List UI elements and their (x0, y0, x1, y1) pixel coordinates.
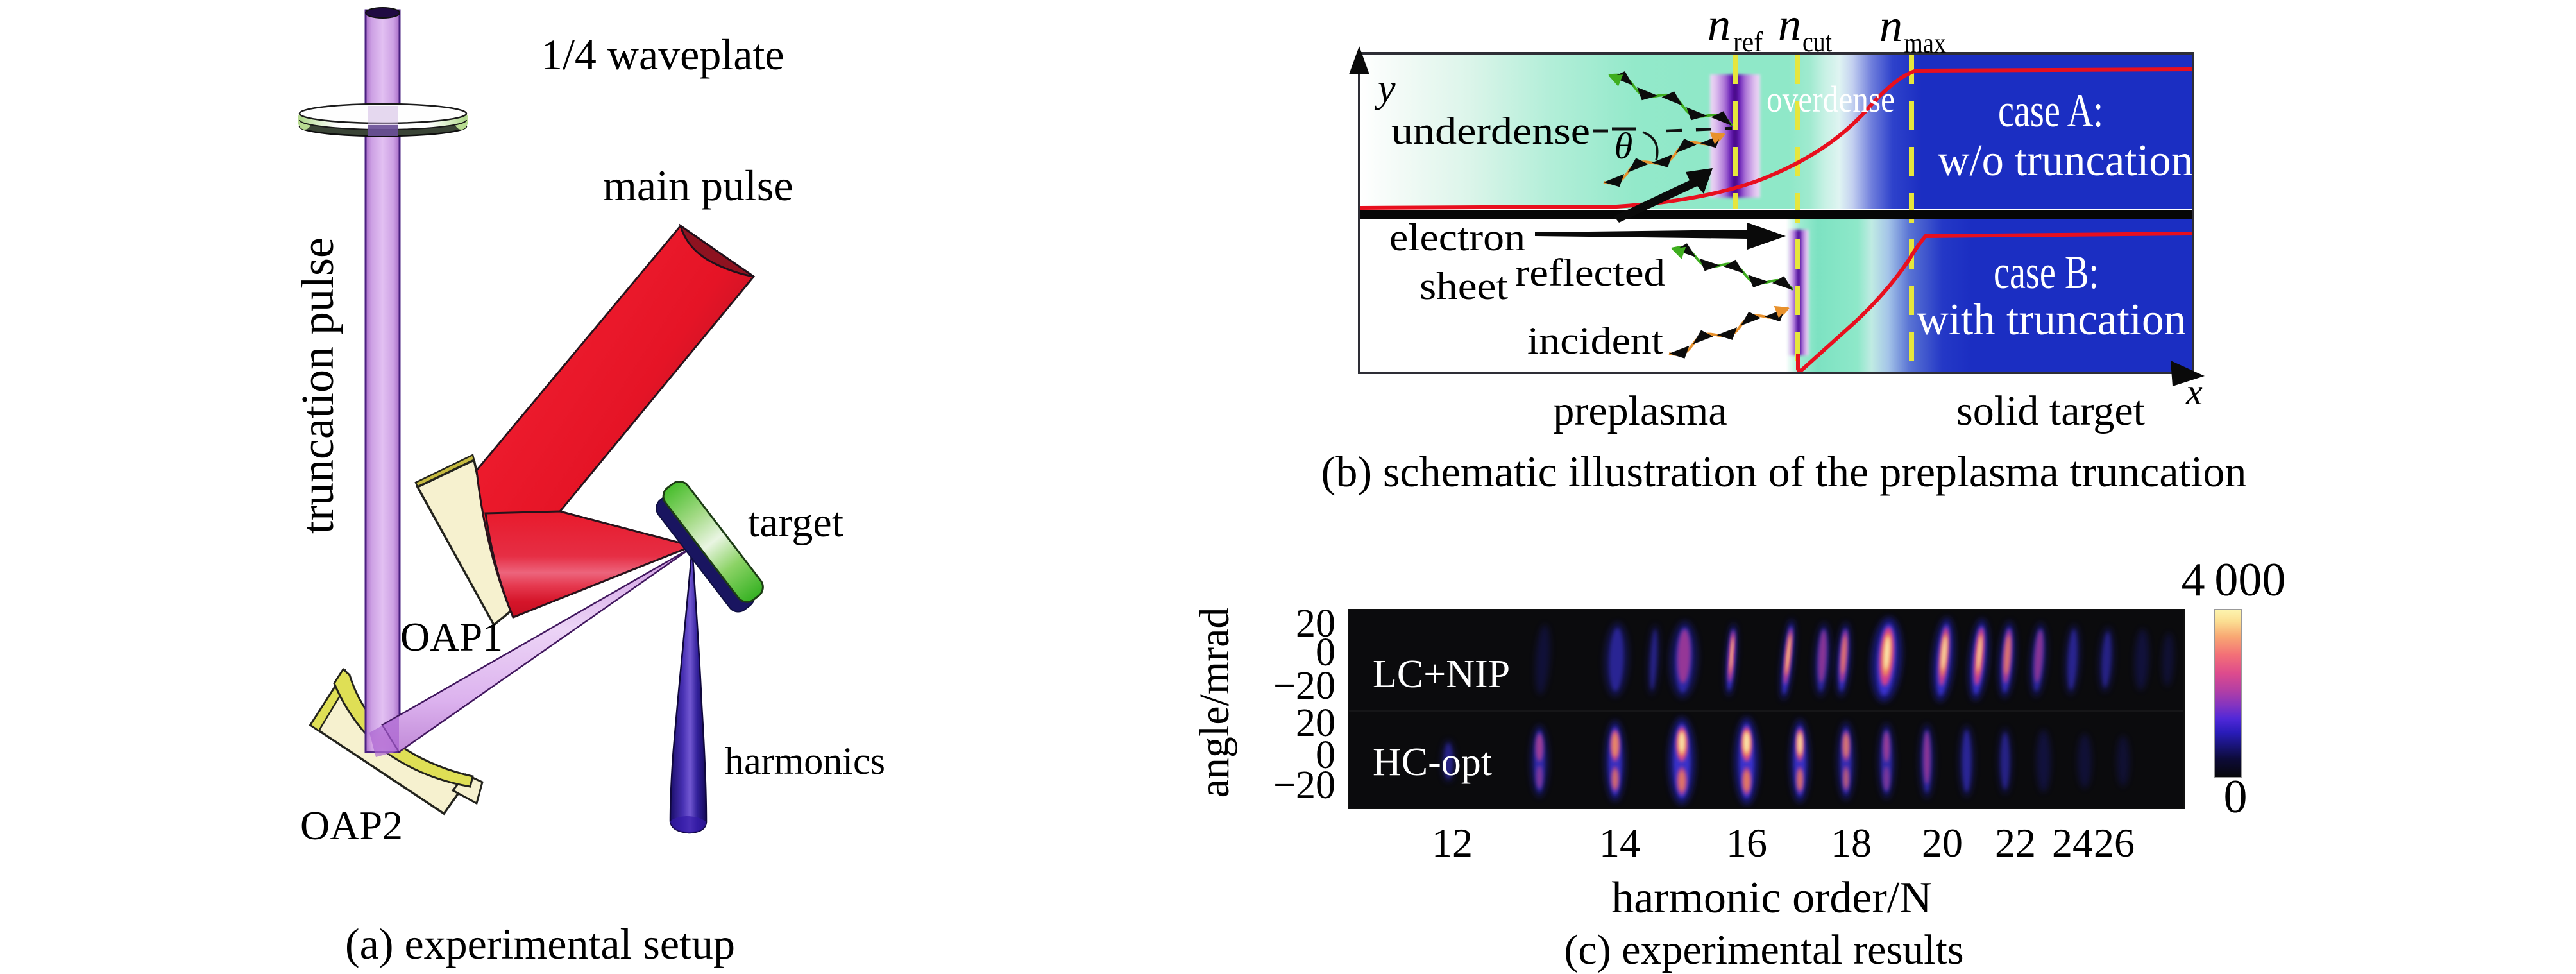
svg-text:main pulse: main pulse (603, 161, 793, 210)
svg-text:22: 22 (1995, 820, 2036, 866)
svg-text:electron: electron (1389, 216, 1525, 259)
svg-text:16: 16 (1726, 820, 1767, 866)
svg-text:20: 20 (1296, 602, 1335, 645)
svg-text:−20: −20 (1273, 664, 1335, 708)
svg-text:0: 0 (1316, 733, 1335, 777)
svg-text:26: 26 (2094, 820, 2135, 866)
svg-text:18: 18 (1831, 820, 1872, 866)
svg-text:harmonic order/N: harmonic order/N (1611, 873, 1932, 923)
svg-text:20: 20 (1296, 701, 1335, 745)
svg-text:angle/mrad: angle/mrad (1191, 608, 1238, 798)
svg-text:24: 24 (2052, 820, 2093, 866)
svg-text:x: x (2185, 371, 2203, 413)
svg-text:OAP1: OAP1 (400, 614, 503, 660)
svg-text:incident: incident (1527, 320, 1663, 362)
svg-text:truncation pulse: truncation pulse (292, 237, 343, 534)
svg-text:y: y (1374, 67, 1396, 110)
svg-text:overdense: overdense (1767, 78, 1895, 120)
svg-text:target: target (748, 499, 843, 546)
svg-text:0: 0 (2224, 771, 2248, 823)
svg-text:with truncation: with truncation (1917, 295, 2186, 345)
svg-text:n: n (1707, 0, 1731, 50)
svg-text:underdense: underdense (1391, 110, 1590, 152)
svg-text:max: max (1904, 28, 1946, 59)
svg-text:preplasma: preplasma (1553, 388, 1727, 434)
svg-text:harmonics: harmonics (725, 740, 885, 782)
svg-text:20: 20 (1922, 820, 1963, 866)
svg-text:ref: ref (1733, 26, 1763, 58)
svg-text:n: n (1778, 0, 1801, 50)
svg-text:sheet: sheet (1419, 265, 1508, 307)
svg-text:reflected: reflected (1515, 252, 1665, 294)
svg-text:LC+NIP: LC+NIP (1373, 653, 1510, 696)
svg-text:OAP2: OAP2 (300, 803, 403, 848)
svg-text:θ: θ (1614, 125, 1633, 167)
svg-text:cut: cut (1802, 26, 1832, 58)
svg-text:case A:: case A: (1998, 85, 2103, 137)
svg-text:HC-opt: HC-opt (1373, 740, 1492, 784)
svg-text:−20: −20 (1273, 764, 1335, 807)
svg-text:n: n (1879, 0, 1902, 51)
svg-text:14: 14 (1599, 820, 1640, 866)
svg-text:1/4 waveplate: 1/4 waveplate (541, 30, 784, 79)
svg-text:solid target: solid target (1956, 388, 2145, 434)
svg-text:(a) experimental setup: (a) experimental setup (345, 919, 735, 968)
svg-text:w/o truncation: w/o truncation (1938, 136, 2193, 185)
svg-text:(b) schematic illustration of: (b) schematic illustration of the prepla… (1321, 447, 2247, 496)
svg-text:(c) experimental results: (c) experimental results (1564, 927, 1963, 973)
svg-text:12: 12 (1432, 820, 1473, 866)
svg-text:case B:: case B: (1994, 246, 2099, 299)
svg-text:0: 0 (1316, 631, 1335, 674)
svg-text:4 000: 4 000 (2182, 554, 2286, 606)
